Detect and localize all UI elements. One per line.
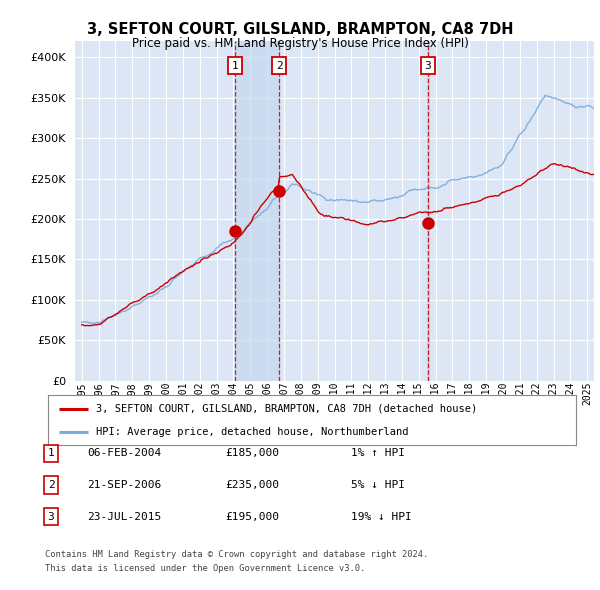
Text: 23-JUL-2015: 23-JUL-2015 xyxy=(87,512,161,522)
Text: HPI: Average price, detached house, Northumberland: HPI: Average price, detached house, Nort… xyxy=(95,427,408,437)
Text: 2: 2 xyxy=(47,480,55,490)
Bar xyxy=(235,41,279,381)
Text: £235,000: £235,000 xyxy=(225,480,279,490)
Text: 1% ↑ HPI: 1% ↑ HPI xyxy=(351,448,405,458)
Text: 3, SEFTON COURT, GILSLAND, BRAMPTON, CA8 7DH (detached house): 3, SEFTON COURT, GILSLAND, BRAMPTON, CA8… xyxy=(95,404,477,414)
Text: Contains HM Land Registry data © Crown copyright and database right 2024.: Contains HM Land Registry data © Crown c… xyxy=(45,550,428,559)
Text: 3: 3 xyxy=(47,512,55,522)
Bar xyxy=(427,41,430,381)
Text: 3, SEFTON COURT, GILSLAND, BRAMPTON, CA8 7DH: 3, SEFTON COURT, GILSLAND, BRAMPTON, CA8… xyxy=(87,22,513,37)
Text: 1: 1 xyxy=(47,448,55,458)
Text: 19% ↓ HPI: 19% ↓ HPI xyxy=(351,512,412,522)
Text: Price paid vs. HM Land Registry's House Price Index (HPI): Price paid vs. HM Land Registry's House … xyxy=(131,37,469,50)
Text: 1: 1 xyxy=(232,61,238,71)
Text: £195,000: £195,000 xyxy=(225,512,279,522)
Text: This data is licensed under the Open Government Licence v3.0.: This data is licensed under the Open Gov… xyxy=(45,565,365,573)
Text: 3: 3 xyxy=(425,61,431,71)
Text: £185,000: £185,000 xyxy=(225,448,279,458)
Text: 21-SEP-2006: 21-SEP-2006 xyxy=(87,480,161,490)
Text: 5% ↓ HPI: 5% ↓ HPI xyxy=(351,480,405,490)
Text: 2: 2 xyxy=(276,61,283,71)
Text: 06-FEB-2004: 06-FEB-2004 xyxy=(87,448,161,458)
